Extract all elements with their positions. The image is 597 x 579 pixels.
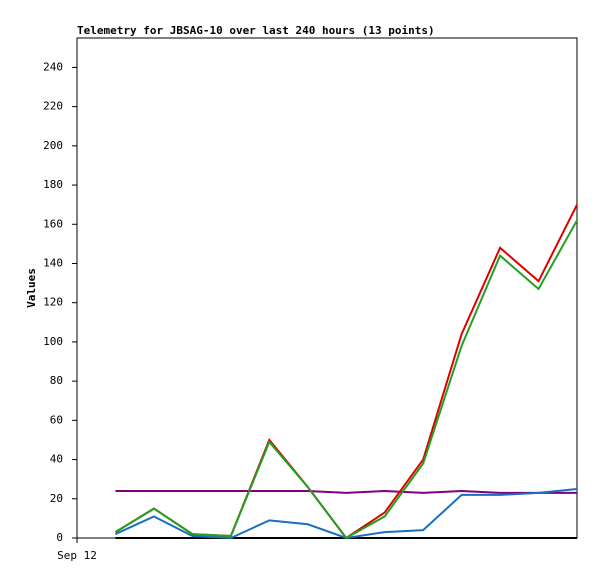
- y-tick-label: 40: [50, 453, 63, 466]
- y-tick-label: 80: [50, 374, 63, 387]
- y-tick-label: 120: [43, 296, 63, 309]
- y-tick-label: 220: [43, 100, 63, 113]
- y-tick-label: 0: [56, 531, 63, 544]
- chart-title: Telemetry for JBSAG-10 over last 240 hou…: [77, 24, 435, 37]
- y-tick-label: 160: [43, 217, 63, 230]
- y-tick-label: 200: [43, 139, 63, 152]
- y-axis-label: Values: [25, 268, 38, 308]
- y-tick-label: 240: [43, 60, 63, 73]
- series-line: [114, 219, 578, 540]
- series-line: [115, 487, 578, 540]
- series-line: [115, 489, 577, 494]
- series-line: [114, 204, 578, 540]
- plot-frame: [76, 37, 578, 539]
- x-tick-label: Sep 12: [57, 549, 97, 562]
- y-tick-label: 100: [43, 335, 63, 348]
- y-tick-label: 60: [50, 413, 63, 426]
- y-tick-label: 20: [50, 492, 63, 505]
- y-tick-label: 140: [43, 256, 63, 269]
- y-tick-label: 180: [43, 178, 63, 191]
